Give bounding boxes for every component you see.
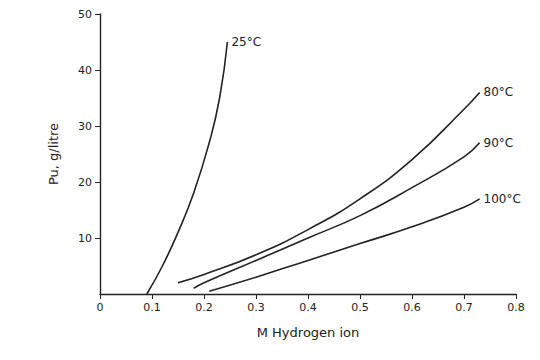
svg-text:10: 10 bbox=[78, 232, 92, 245]
svg-text:0: 0 bbox=[97, 301, 104, 314]
svg-text:80°C: 80°C bbox=[484, 85, 514, 99]
svg-text:40: 40 bbox=[78, 64, 92, 77]
svg-text:90°C: 90°C bbox=[484, 136, 514, 150]
svg-text:0.2: 0.2 bbox=[195, 301, 213, 314]
svg-text:100°C: 100°C bbox=[484, 192, 521, 206]
svg-text:30: 30 bbox=[78, 120, 92, 133]
svg-text:0.3: 0.3 bbox=[247, 301, 265, 314]
svg-text:Pu, g/litre: Pu, g/litre bbox=[46, 123, 61, 185]
svg-text:25°C: 25°C bbox=[231, 35, 261, 49]
svg-text:0.7: 0.7 bbox=[455, 301, 473, 314]
svg-text:0.4: 0.4 bbox=[299, 301, 317, 314]
svg-text:50: 50 bbox=[78, 8, 92, 21]
svg-text:0.1: 0.1 bbox=[143, 301, 161, 314]
svg-text:0.6: 0.6 bbox=[403, 301, 421, 314]
svg-text:0.8: 0.8 bbox=[507, 301, 525, 314]
svg-text:0.5: 0.5 bbox=[351, 301, 369, 314]
svg-text:20: 20 bbox=[78, 176, 92, 189]
svg-text:M Hydrogen ion: M Hydrogen ion bbox=[257, 325, 360, 340]
